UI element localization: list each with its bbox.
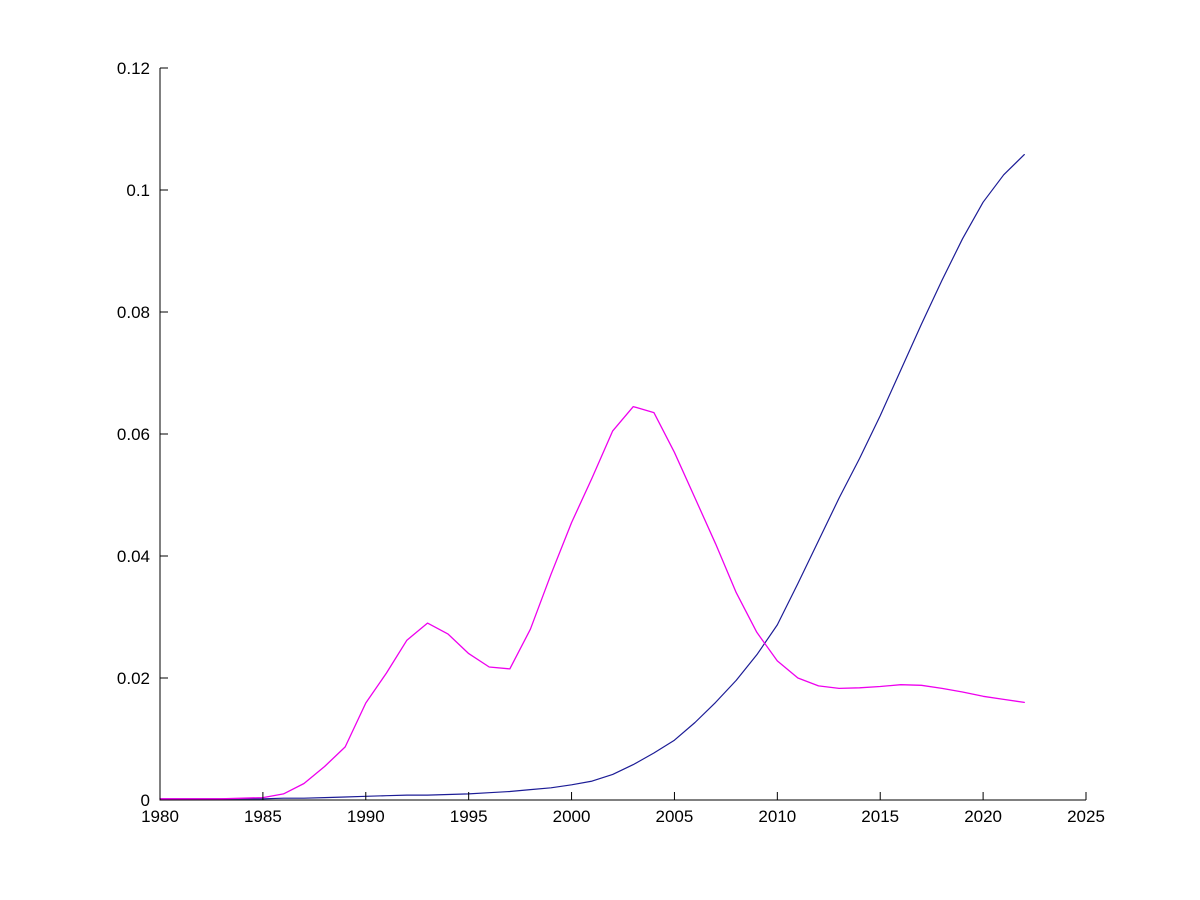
x-tick-label: 1985 xyxy=(244,807,282,826)
y-tick-label: 0.1 xyxy=(126,181,150,200)
series-magenta-line xyxy=(159,405,1025,800)
y-tick-label: 0.04 xyxy=(117,547,150,566)
series-dark-blue-line xyxy=(159,154,1025,800)
y-tick-label: 0.06 xyxy=(117,425,150,444)
x-tick-label: 2015 xyxy=(861,807,899,826)
x-tick-label: 2000 xyxy=(553,807,591,826)
y-tick-label: 0 xyxy=(141,791,150,810)
x-tick-label: 2020 xyxy=(964,807,1002,826)
x-tick-label: 1980 xyxy=(141,807,179,826)
x-tick-label: 1995 xyxy=(450,807,488,826)
y-tick-label: 0.12 xyxy=(117,59,150,78)
y-tick-label: 0.02 xyxy=(117,669,150,688)
x-tick-label: 2005 xyxy=(656,807,694,826)
x-tick-label: 2010 xyxy=(758,807,796,826)
x-tick-label: 2025 xyxy=(1067,807,1105,826)
axes-lines xyxy=(159,68,1086,801)
x-tick-label: 1990 xyxy=(347,807,385,826)
y-tick-label: 0.08 xyxy=(117,303,150,322)
